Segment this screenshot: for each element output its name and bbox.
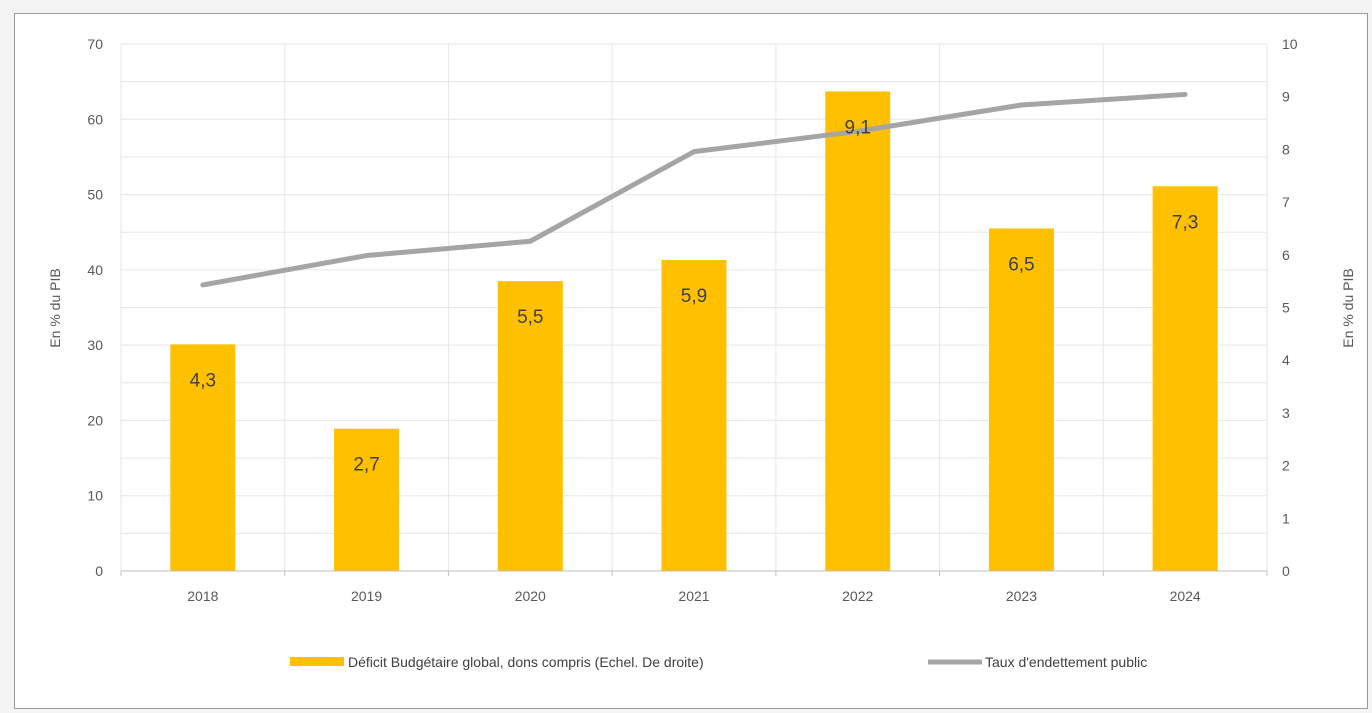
y-axis-right-title: En % du PIB	[1340, 268, 1356, 347]
bar-data-label: 5,9	[681, 286, 707, 307]
legend-swatch-deficit	[290, 657, 344, 666]
y-left-tick-label: 50	[87, 187, 103, 203]
y-axis-left-title: En % du PIB	[47, 268, 63, 347]
legend: Déficit Budgétaire global, dons compris …	[290, 654, 1147, 670]
y-right-tick-label: 4	[1282, 352, 1290, 368]
y-left-tick-label: 40	[87, 262, 103, 278]
bar-data-label: 5,5	[517, 307, 543, 328]
y-right-tick-label: 7	[1282, 194, 1290, 210]
line-debt-rate	[200, 91, 1188, 288]
y-right-tick-label: 10	[1282, 36, 1298, 52]
y-left-tick-label: 0	[95, 563, 103, 579]
bar-deficit	[1152, 186, 1218, 572]
x-tick-label: 2024	[1170, 588, 1201, 604]
bar-data-label: 7,3	[1172, 212, 1198, 233]
axes: 2018 2019 2020 2021 2022 2023 2024010203040506…	[87, 36, 1297, 604]
bar-data-label: 6,5	[1008, 254, 1034, 275]
x-tick-label: 2023	[1006, 588, 1037, 604]
bar-series	[170, 91, 1218, 572]
x-tick-label: 2018	[187, 588, 218, 604]
bar-data-label: 9,1	[845, 117, 871, 138]
bar-deficit	[825, 91, 891, 572]
x-tick-label: 2021	[678, 588, 709, 604]
legend-label-deficit: Déficit Budgétaire global, dons compris …	[348, 654, 704, 670]
legend-label-debt: Taux d'endettement public	[985, 654, 1147, 670]
bar-deficit	[988, 228, 1054, 571]
bar-deficit	[170, 344, 236, 571]
y-right-tick-label: 0	[1282, 563, 1290, 579]
y-right-tick-label: 3	[1282, 405, 1290, 421]
bar-deficit	[334, 428, 400, 571]
line-series	[200, 91, 1188, 288]
bar-data-label: 4,3	[190, 370, 216, 391]
y-right-tick-label: 9	[1282, 89, 1290, 105]
x-tick-label: 2022	[842, 588, 873, 604]
x-tick-label: 2020	[515, 588, 546, 604]
y-right-tick-label: 5	[1282, 300, 1290, 316]
y-right-tick-label: 2	[1282, 458, 1290, 474]
y-left-tick-label: 30	[87, 337, 103, 353]
y-left-tick-label: 20	[87, 412, 103, 428]
y-right-tick-label: 6	[1282, 247, 1290, 263]
y-left-tick-label: 60	[87, 111, 103, 127]
y-right-tick-label: 8	[1282, 141, 1290, 157]
bar-deficit	[661, 260, 727, 571]
bar-labels: 4,3 2,7 5,5 5,9 9,1 6,5 7,3	[190, 117, 1199, 475]
x-tick-label: 2019	[351, 588, 382, 604]
y-left-tick-label: 10	[87, 488, 103, 504]
y-left-tick-label: 70	[87, 36, 103, 52]
y-right-tick-label: 1	[1282, 510, 1290, 526]
bar-data-label: 2,7	[353, 455, 379, 476]
bar-deficit	[497, 281, 563, 571]
